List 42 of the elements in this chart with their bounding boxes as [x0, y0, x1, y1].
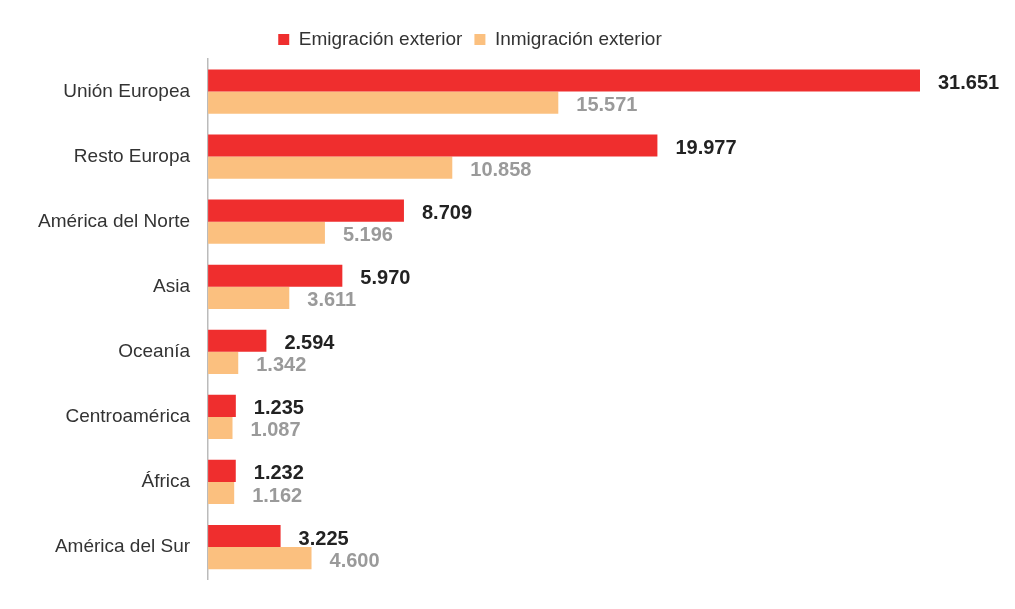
y-tick-label: Asia	[153, 275, 191, 296]
bar	[208, 329, 267, 352]
data-label: 1.087	[250, 418, 301, 441]
data-label: 10.858	[470, 158, 532, 181]
y-tick-label: Centroamérica	[65, 405, 191, 427]
bar	[208, 524, 281, 548]
data-label: 5.970	[360, 266, 411, 289]
bar	[208, 91, 559, 114]
bar	[208, 134, 658, 157]
bar	[208, 481, 235, 505]
y-tick-label: América del Norte	[37, 209, 191, 231]
bar	[208, 199, 404, 222]
bar	[208, 547, 312, 570]
data-label: 1.232	[253, 461, 304, 484]
data-label: 19.977	[675, 136, 737, 159]
data-label: 3.225	[298, 526, 349, 549]
y-tick-label: Unión Europea	[63, 79, 191, 101]
data-label: 8.709	[421, 201, 473, 224]
data-label: 2.594	[284, 331, 336, 354]
y-tick-label: África	[141, 470, 191, 492]
y-tick-label: Resto Europa	[73, 144, 191, 166]
data-label: 15.571	[576, 93, 638, 116]
bar	[208, 394, 236, 417]
legend-label: Emigración exterior	[298, 27, 464, 49]
data-label: 4.600	[329, 548, 380, 571]
bar	[208, 459, 236, 482]
y-tick-label: Oceanía	[118, 340, 191, 362]
data-label: 31.651	[938, 70, 1000, 93]
bar	[208, 264, 343, 287]
bar	[208, 156, 453, 179]
data-label: 1.235	[253, 396, 304, 419]
bar	[208, 416, 233, 440]
data-label: 1.162	[252, 483, 303, 506]
legend-label: Inmigración exterior	[494, 27, 663, 49]
data-label: 5.196	[342, 223, 393, 246]
bar	[208, 286, 290, 309]
data-label: 3.611	[307, 288, 357, 311]
data-label: 1.342	[256, 353, 307, 376]
y-tick-label: América del Sur	[54, 535, 191, 557]
bar	[208, 69, 920, 92]
bar	[208, 221, 325, 244]
bar	[208, 351, 239, 374]
